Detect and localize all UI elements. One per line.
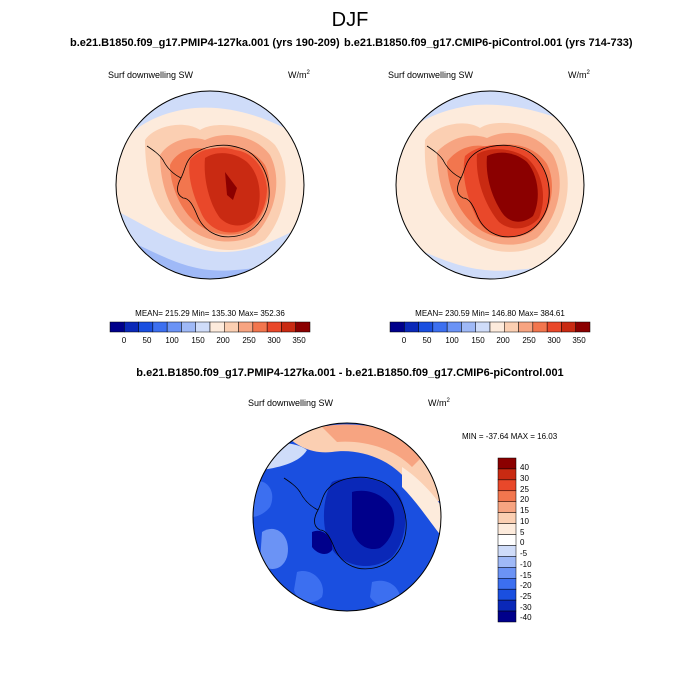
colorbar-swatch: [497, 567, 517, 579]
colorbar-swatch: [504, 321, 519, 333]
colorbar-swatch: [124, 321, 139, 333]
panel-3-colorbar: [497, 457, 517, 623]
colorbar-swatch: [432, 321, 448, 333]
colorbar-swatch: [497, 545, 517, 557]
colorbar-swatch: [281, 321, 296, 333]
tick: 300: [547, 336, 561, 345]
colorbar-swatch: [518, 321, 534, 333]
tick: -15: [520, 571, 532, 580]
colorbar-swatch: [166, 321, 182, 333]
tick: 300: [267, 336, 281, 345]
colorbar-swatch: [224, 321, 239, 333]
colorbar-swatch: [497, 588, 517, 601]
panel-3-map: [252, 422, 442, 612]
tick: -10: [520, 560, 532, 569]
colorbar-swatch: [546, 321, 562, 333]
colorbar-swatch: [497, 479, 517, 492]
tick: 20: [520, 495, 529, 504]
colorbar-swatch: [389, 321, 405, 333]
tick: 10: [520, 517, 529, 526]
colorbar-swatch: [497, 556, 517, 568]
tick: -20: [520, 581, 532, 590]
colorbar-swatch: [461, 321, 476, 333]
colorbar-swatch: [497, 501, 517, 513]
colorbar-swatch: [152, 321, 168, 333]
colorbar-swatch: [475, 321, 491, 333]
colorbar-swatch: [209, 321, 225, 333]
panel-2-title: b.e21.B1850.f09_g17.CMIP6-piControl.001 …: [344, 37, 633, 49]
figure-title: DJF: [331, 9, 369, 31]
colorbar-swatch: [497, 490, 517, 502]
panel-3-units: W/m2: [428, 398, 450, 408]
colorbar-swatch: [266, 321, 282, 333]
panel-1-map: [115, 90, 305, 280]
colorbar-swatch: [138, 321, 154, 333]
panel-2-stats: MEAN= 230.59 Min= 146.80 Max= 384.61: [415, 309, 565, 318]
colorbar-swatch: [497, 468, 517, 481]
tick: 15: [520, 506, 529, 515]
colorbar-swatch: [446, 321, 462, 333]
tick: 250: [522, 336, 536, 345]
tick: 30: [520, 474, 529, 483]
colorbar-swatch: [497, 610, 517, 623]
colorbar-swatch: [532, 321, 548, 333]
tick: 40: [520, 463, 529, 472]
colorbar-swatch: [109, 321, 125, 333]
tick: 200: [216, 336, 230, 345]
panel-1-colorbar-ticks: 0 50 100 150 200 250 300 350: [110, 336, 310, 348]
colorbar-swatch: [561, 321, 576, 333]
panel-1-variable-label: Surf downwelling SW: [108, 70, 194, 80]
tick: 0: [520, 538, 525, 547]
tick: 100: [445, 336, 459, 345]
panel-2-colorbar: [389, 321, 591, 333]
tick: -25: [520, 592, 532, 601]
colorbar-swatch: [497, 599, 517, 612]
panel-2-map: [395, 90, 585, 280]
colorbar-swatch: [497, 534, 517, 546]
tick: 350: [572, 336, 586, 345]
panel-3-colorbar-ticks: 40 30 25 20 15 10 5 0 -5 -10 -15 -20 -25…: [520, 458, 550, 622]
panel-1-colorbar: [109, 321, 311, 333]
tick: 100: [165, 336, 179, 345]
panel-2-colorbar-ticks: 0 50 100 150 200 250 300 350: [390, 336, 590, 348]
colorbar-swatch: [252, 321, 268, 333]
tick: 50: [142, 336, 152, 345]
tick: 150: [471, 336, 485, 345]
panel-2-units: W/m2: [568, 70, 590, 80]
colorbar-swatch: [404, 321, 419, 333]
panel-3-title: b.e21.B1850.f09_g17.PMIP4-127ka.001 - b.…: [136, 367, 564, 379]
colorbar-swatch: [575, 321, 591, 333]
colorbar-swatch: [497, 523, 517, 535]
panel-1-stats: MEAN= 215.29 Min= 135.30 Max= 352.36: [135, 309, 285, 318]
tick: -5: [520, 549, 528, 558]
colorbar-swatch: [497, 578, 517, 590]
tick: -30: [520, 603, 532, 612]
tick: 250: [242, 336, 256, 345]
panel-1-title: b.e21.B1850.f09_g17.PMIP4-127ka.001 (yrs…: [70, 37, 340, 49]
tick: 25: [520, 485, 529, 494]
tick: 0: [121, 336, 127, 345]
colorbar-swatch: [181, 321, 196, 333]
panel-3-stats: MIN = -37.64 MAX = 16.03: [462, 432, 558, 441]
tick: 5: [520, 528, 525, 537]
panel-2-variable-label: Surf downwelling SW: [388, 70, 474, 80]
tick: 350: [292, 336, 306, 345]
colorbar-swatch: [295, 321, 311, 333]
colorbar-swatch: [497, 512, 517, 524]
tick: 150: [191, 336, 205, 345]
colorbar-swatch: [497, 457, 517, 470]
tick: 0: [401, 336, 407, 345]
panel-3-variable-label: Surf downwelling SW: [248, 398, 334, 408]
tick: 50: [422, 336, 432, 345]
colorbar-swatch: [418, 321, 434, 333]
colorbar-swatch: [238, 321, 254, 333]
colorbar-swatch: [489, 321, 505, 333]
colorbar-swatch: [195, 321, 211, 333]
tick: 200: [496, 336, 510, 345]
panel-1-units: W/m2: [288, 70, 310, 80]
tick: -40: [520, 613, 532, 622]
